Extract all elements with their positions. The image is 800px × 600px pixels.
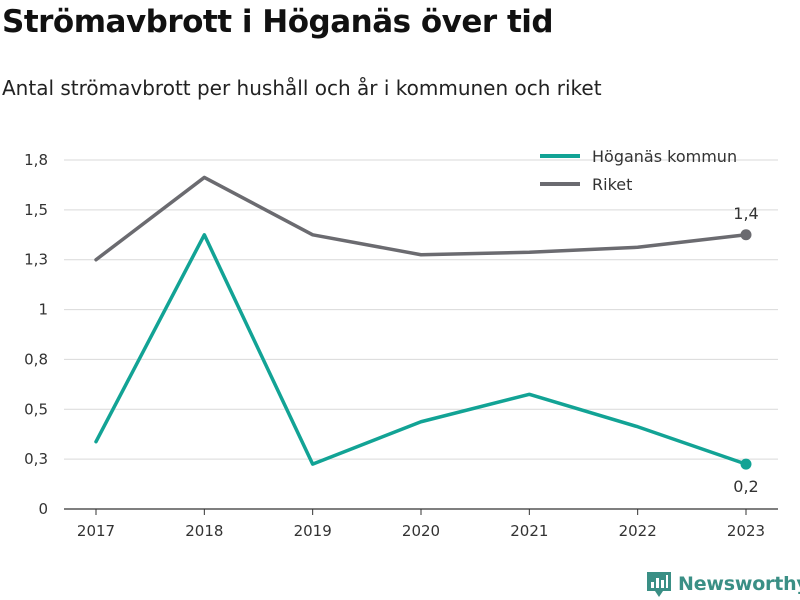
axes: 0 0,3 0,5 0,8 1 1,3 1,5 1,8 2017 2018 2019 2020 2021… bbox=[24, 151, 778, 540]
y-tick-label: 0,8 bbox=[24, 350, 48, 368]
x-tick-label: 2022 bbox=[619, 522, 657, 540]
chart-subtitle: Antal strömavbrott per hushåll och år i … bbox=[2, 76, 602, 100]
series-end-point bbox=[740, 229, 752, 241]
x-tick-label: 2019 bbox=[294, 522, 332, 540]
y-tick-label: 1 bbox=[38, 301, 48, 319]
series-end-point bbox=[740, 458, 752, 470]
newsworthy-logo-icon bbox=[647, 572, 671, 597]
series-end-label: 1,4 bbox=[733, 204, 758, 223]
x-tick-label: 2020 bbox=[402, 522, 440, 540]
chart-title: Strömavbrott i Höganäs över tid bbox=[2, 4, 554, 40]
series-line bbox=[94, 175, 748, 262]
y-tick-label: 1,5 bbox=[24, 201, 48, 219]
y-tick-label: 0,5 bbox=[24, 400, 48, 418]
x-tick-label: 2021 bbox=[510, 522, 548, 540]
series-line bbox=[94, 233, 748, 466]
y-tick-label: 1,8 bbox=[24, 151, 48, 169]
x-tick-label: 2023 bbox=[727, 522, 765, 540]
newsworthy-logo: Newsworthy bbox=[646, 570, 800, 598]
x-tick-label: 2018 bbox=[185, 522, 223, 540]
legend-entry: Höganäs kommun bbox=[592, 147, 737, 166]
gridlines bbox=[64, 159, 778, 460]
x-tick-label: 2017 bbox=[77, 522, 115, 540]
newsworthy-logo-text: Newsworthy bbox=[678, 573, 800, 595]
y-tick-label: 0 bbox=[38, 500, 48, 518]
y-tick-label: 0,3 bbox=[24, 450, 48, 468]
series-lines: 1,4 0,2 bbox=[94, 175, 759, 496]
series-end-label: 0,2 bbox=[733, 477, 758, 496]
legend: Höganäs kommun Riket bbox=[540, 147, 737, 194]
legend-entry: Riket bbox=[592, 175, 632, 194]
y-tick-label: 1,3 bbox=[24, 251, 48, 269]
